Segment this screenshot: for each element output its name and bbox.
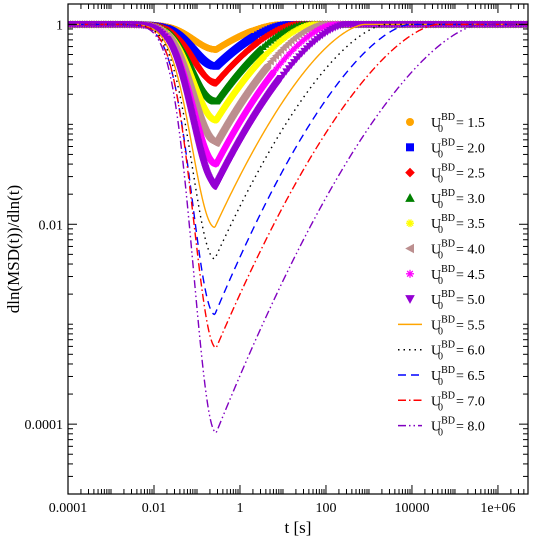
square-marker bbox=[406, 143, 414, 152]
legend-label: UBD 0 = 5.5 bbox=[431, 314, 485, 337]
dtriangle-marker bbox=[405, 295, 415, 304]
x-tick-label: 0.0001 bbox=[49, 501, 88, 516]
y-tick-label: 0.01 bbox=[39, 218, 64, 233]
diamond-marker bbox=[256, 36, 265, 45]
x-tick-label: 1e+06 bbox=[480, 501, 515, 516]
ltriangle-marker bbox=[405, 243, 414, 254]
asterisk-marker bbox=[406, 269, 414, 278]
legend-label: UBD 0 = 2.5 bbox=[431, 163, 485, 186]
diamond-marker bbox=[405, 167, 415, 178]
y-tick-label: 1 bbox=[56, 18, 63, 33]
series-line bbox=[68, 23, 528, 349]
legend-label: UBD 0 = 4.5 bbox=[431, 264, 485, 287]
legend-label: UBD 0 = 3.0 bbox=[431, 188, 485, 211]
legend-entry: UBD 0 = 1.5 bbox=[406, 112, 485, 135]
y-tick-label: 0.0001 bbox=[25, 418, 64, 433]
legend-entry: UBD 0 = 6.0 bbox=[398, 340, 485, 363]
legend-entry: UBD 0 = 4.0 bbox=[405, 239, 485, 262]
series-12 bbox=[68, 23, 528, 349]
legend-entry: UBD 0 = 3.0 bbox=[405, 188, 485, 211]
series-10 bbox=[68, 23, 528, 260]
legend-label: UBD 0 = 4.0 bbox=[431, 239, 485, 262]
star-marker bbox=[301, 22, 309, 30]
legend-entry: UBD 0 = 5.5 bbox=[398, 314, 485, 337]
legend-entry: UBD 0 = 3.5 bbox=[406, 213, 485, 236]
plot-frame bbox=[67, 3, 529, 495]
series-line bbox=[68, 23, 528, 434]
legend-entry: UBD 0 = 2.5 bbox=[405, 163, 485, 186]
legend-entry: UBD 0 = 5.0 bbox=[405, 289, 485, 312]
legend-label: UBD 0 = 8.0 bbox=[431, 416, 485, 439]
legend-label: UBD 0 = 7.0 bbox=[431, 390, 485, 413]
axis-ticks bbox=[67, 4, 529, 495]
legend-entry: UBD 0 = 7.0 bbox=[398, 390, 485, 413]
diamond-marker bbox=[264, 31, 272, 40]
legend-entry: UBD 0 = 4.5 bbox=[406, 264, 485, 287]
star-marker bbox=[406, 219, 414, 228]
asterisk-marker bbox=[270, 69, 277, 76]
circle-marker bbox=[406, 118, 414, 126]
legend-label: UBD 0 = 3.5 bbox=[431, 213, 485, 236]
x-axis-title: t [s] bbox=[285, 518, 312, 537]
series-layer bbox=[68, 20, 528, 434]
y-axis-title: dln(MSD(t))/dln(t) bbox=[4, 185, 23, 313]
legend-entry: UBD 0 = 2.0 bbox=[406, 137, 485, 160]
x-tick-label: 10000 bbox=[394, 501, 429, 516]
legend-label: UBD 0 = 6.5 bbox=[431, 365, 485, 388]
triangle-marker bbox=[405, 193, 415, 202]
legend-label: UBD 0 = 2.0 bbox=[431, 137, 485, 160]
legend-entry: UBD 0 = 8.0 bbox=[398, 416, 485, 439]
legend-label: UBD 0 = 1.5 bbox=[431, 112, 485, 135]
x-tick-label: 100 bbox=[315, 501, 336, 516]
diamond-marker bbox=[269, 28, 278, 37]
x-tick-label: 0.01 bbox=[142, 501, 167, 516]
legend-label: UBD 0 = 6.0 bbox=[431, 340, 485, 363]
series-line bbox=[68, 23, 528, 260]
legend-entry: UBD 0 = 6.5 bbox=[398, 365, 485, 388]
axis-tick-labels: 0.0001 0.01 1 100 10000 1e+06 0.0001 0.01 1 bbox=[25, 18, 516, 516]
series-13 bbox=[68, 23, 528, 434]
x-tick-label: 1 bbox=[236, 501, 243, 516]
legend-label: UBD 0 = 5.0 bbox=[431, 289, 485, 312]
